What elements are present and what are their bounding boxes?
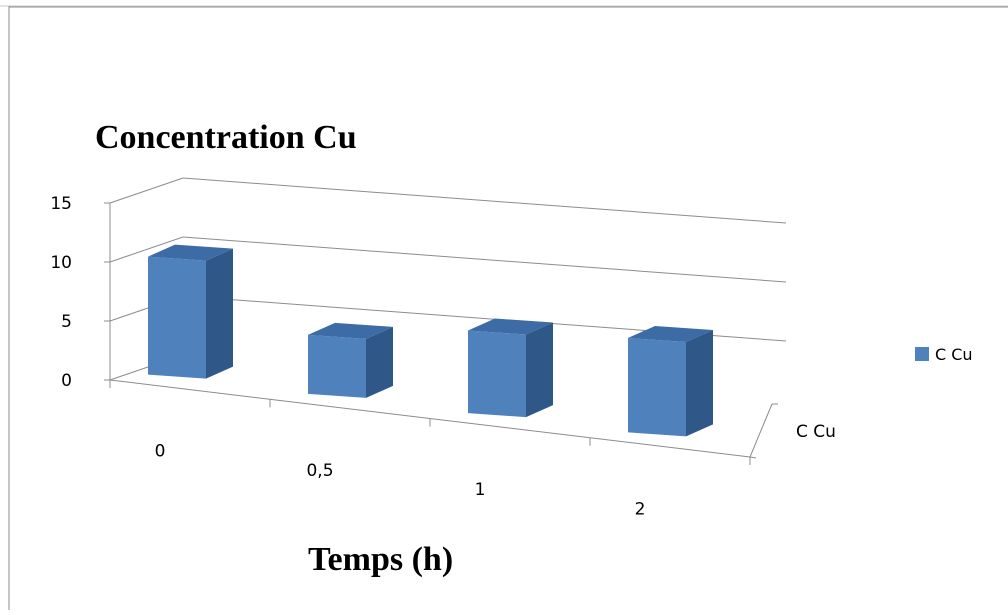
depth-axis-label: C Cu xyxy=(796,422,836,442)
bar xyxy=(628,325,713,437)
x-axis-label: Temps (h) xyxy=(308,541,453,578)
chart-title: Concentration Cu xyxy=(95,119,357,156)
x-tick-label: 0,5 xyxy=(306,461,333,481)
bar-side xyxy=(686,329,713,437)
legend: C Cu xyxy=(915,345,973,364)
y-tick-label: 5 xyxy=(61,312,72,332)
bar-front xyxy=(308,334,366,398)
bar-side xyxy=(206,248,233,379)
y-tick-label: 0 xyxy=(61,371,72,391)
x-tick-label: 0 xyxy=(155,442,166,462)
legend-swatch xyxy=(915,347,929,361)
bar xyxy=(308,322,393,398)
gridline-side xyxy=(109,236,184,263)
bar-top xyxy=(148,244,233,261)
bars xyxy=(148,244,713,437)
legend-entry: C Cu xyxy=(935,345,973,364)
x-tick-label: 1 xyxy=(475,480,486,500)
gridline-back xyxy=(182,236,787,283)
x-tick-label: 2 xyxy=(635,499,646,519)
y-tick-labels: 0 5 10 15 xyxy=(50,194,72,391)
bar xyxy=(468,318,553,418)
x-tick-labels: 0 0,5 1 2 xyxy=(155,442,646,520)
bar-front xyxy=(468,330,526,418)
gridline-back xyxy=(182,177,787,224)
axes xyxy=(104,202,778,465)
bar-top xyxy=(468,318,553,335)
bar-top xyxy=(308,322,393,339)
bar-side xyxy=(526,322,553,418)
bar xyxy=(148,244,233,379)
bar-front xyxy=(628,337,686,437)
bar-front xyxy=(148,256,206,379)
y-tick-label: 10 xyxy=(50,253,72,273)
gridline-side xyxy=(109,177,184,204)
depth-tick-mark xyxy=(749,456,757,459)
bar-top xyxy=(628,325,713,342)
y-tick-label: 15 xyxy=(50,194,72,214)
bar-side xyxy=(366,326,393,398)
depth-axis-line xyxy=(749,403,773,458)
